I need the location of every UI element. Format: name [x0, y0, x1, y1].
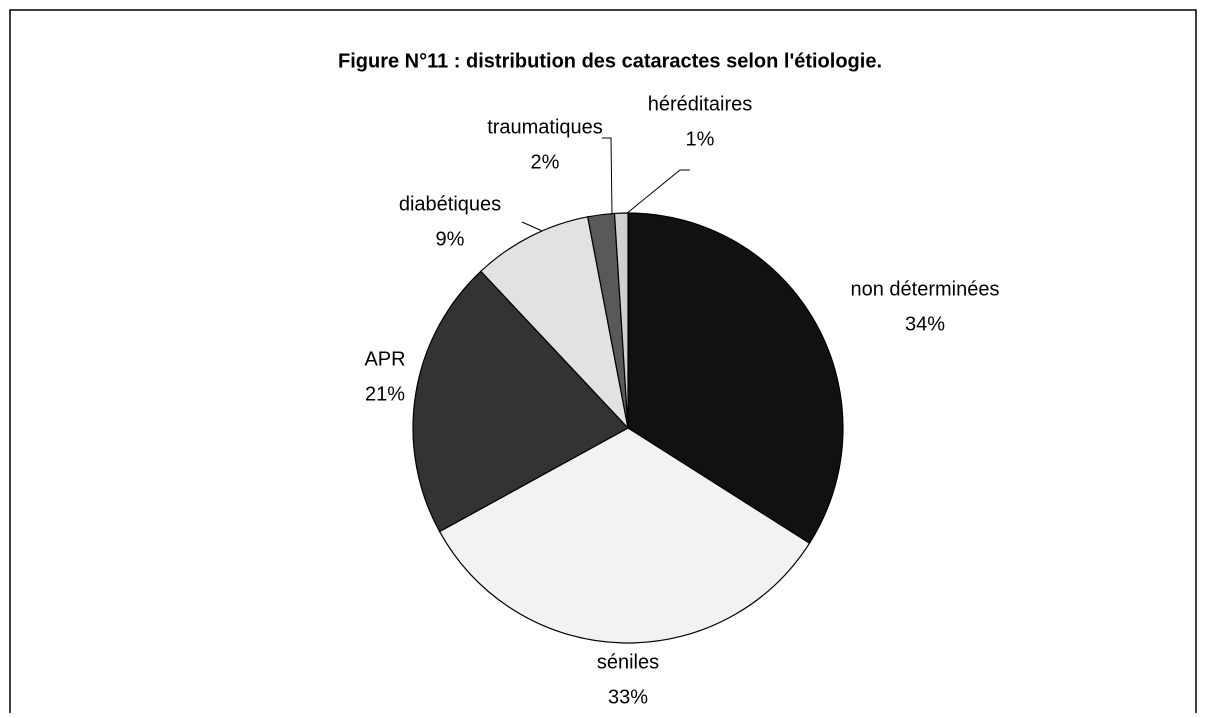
slice-value-label: 33%	[608, 686, 648, 708]
chart-title: Figure N°11 : distribution des cataracte…	[338, 50, 882, 72]
slice-value-label: 34%	[905, 313, 945, 335]
slice-label: séniles	[597, 651, 659, 673]
slice-label: héréditaires	[648, 93, 753, 115]
pie-slice	[438, 427, 811, 644]
slice-value-label: 1%	[686, 128, 715, 150]
slice-label: APR	[364, 348, 405, 370]
slice-label: diabétiques	[399, 193, 501, 215]
slice-label: traumatiques	[487, 116, 603, 138]
slice-value-label: 2%	[531, 151, 560, 173]
leader-line	[625, 169, 690, 215]
pie-slice	[479, 216, 629, 430]
slice-value-label: 21%	[365, 383, 405, 405]
leader-line	[602, 137, 613, 216]
slice-value-label: 9%	[436, 228, 465, 250]
pie-slice	[412, 270, 629, 533]
pie-slice	[613, 212, 629, 429]
pie-slice	[627, 212, 844, 545]
slice-label: non déterminées	[851, 278, 1000, 300]
